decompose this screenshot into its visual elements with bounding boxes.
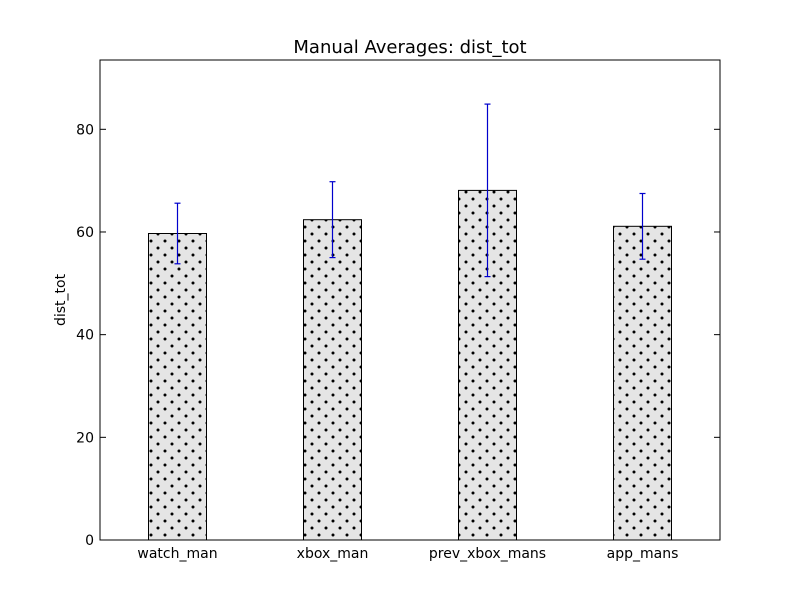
bar-app_mans: [613, 225, 672, 541]
chart-title: Manual Averages: dist_tot: [293, 37, 526, 58]
axes-frame: [99, 59, 721, 541]
error-bar-watch_man: [174, 202, 181, 265]
y-tick-label: 0: [85, 533, 94, 549]
y-axis: 0 20 40 60 80: [76, 122, 720, 549]
error-bar-xbox_man: [329, 181, 336, 259]
y-axis-label: dist_tot: [53, 273, 69, 326]
x-tick-label: xbox_man: [297, 546, 369, 562]
y-tick-label: 60: [76, 225, 94, 241]
error-bar-app_mans: [639, 192, 646, 260]
plot-area: [148, 103, 672, 541]
x-tick-label: app_mans: [607, 546, 679, 562]
bar-watch_man: [148, 233, 207, 541]
y-tick-label: 40: [76, 328, 94, 344]
y-tick-label: 20: [76, 430, 94, 446]
error-bar-prev_xbox_mans: [484, 103, 491, 278]
x-tick-label: prev_xbox_mans: [429, 546, 546, 562]
x-axis: watch_man xbox_man prev_xbox_mans app_mans: [137, 546, 678, 562]
x-tick-label: watch_man: [137, 546, 217, 562]
bar-xbox_man: [303, 219, 362, 541]
y-tick-label: 80: [76, 122, 94, 138]
